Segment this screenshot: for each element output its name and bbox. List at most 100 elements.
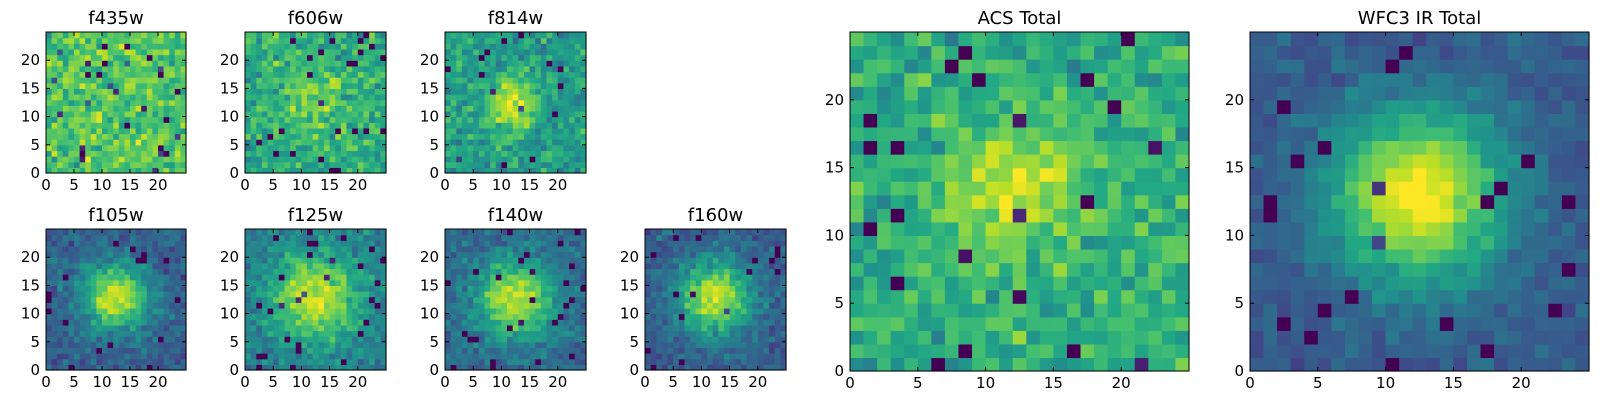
heatmap-cell: [569, 257, 576, 264]
heatmap-cell: [250, 296, 257, 303]
heatmap-cell: [329, 32, 336, 39]
heatmap-cell: [118, 161, 125, 168]
heatmap-cell: [113, 161, 120, 168]
heatmap-cell: [707, 268, 714, 275]
heatmap-cell: [890, 221, 905, 236]
heatmap-cell: [329, 82, 336, 89]
heatmap-cell: [552, 347, 559, 354]
heatmap-cell: [701, 251, 708, 258]
heatmap-cell: [1148, 289, 1163, 304]
heatmap-cell: [96, 313, 103, 320]
heatmap-cell: [250, 364, 257, 371]
heatmap-cell: [267, 167, 274, 174]
heatmap-cell: [1053, 262, 1068, 277]
heatmap-cell: [146, 37, 153, 44]
heatmap-cell: [290, 336, 297, 343]
heatmap-cell: [695, 279, 702, 286]
heatmap-cell: [557, 77, 565, 84]
heatmap-cell: [169, 88, 176, 95]
heatmap-cell: [51, 71, 58, 78]
heatmap-cell: [757, 313, 765, 320]
heatmap-cell: [757, 364, 765, 371]
heatmap-cell: [763, 234, 770, 241]
heatmap-cell: [250, 37, 257, 44]
heatmap-cell: [118, 234, 125, 241]
heatmap-cell: [450, 110, 457, 118]
heatmap-cell: [478, 274, 486, 281]
heatmap-cell: [146, 268, 153, 275]
heatmap-cell: [650, 229, 657, 236]
heatmap-cell: [718, 330, 725, 337]
heatmap-cell: [569, 122, 576, 129]
heatmap-cell: [1039, 208, 1054, 223]
heatmap-cell: [690, 347, 697, 354]
heatmap-cell: [261, 336, 269, 343]
heatmap-cell: [712, 364, 719, 371]
heatmap-cell: [507, 54, 514, 61]
heatmap-cell: [518, 99, 525, 106]
heatmap-cell: [863, 276, 878, 291]
heatmap-cell: [752, 336, 759, 343]
heatmap-cell: [163, 105, 170, 112]
heatmap-cell: [163, 307, 170, 315]
heatmap-cell: [667, 296, 674, 303]
heatmap-cell: [278, 105, 286, 112]
heatmap-cell: [569, 110, 576, 118]
heatmap-cell: [340, 229, 348, 236]
heatmap-cell: [574, 54, 581, 61]
heatmap-cell: [273, 302, 280, 309]
heatmap-cell: [135, 240, 142, 247]
heatmap-cell: [102, 251, 109, 258]
heatmap-cell: [1066, 181, 1082, 196]
heatmap-cell: [307, 245, 314, 253]
heatmap-cell: [673, 330, 680, 337]
heatmap-cell: [57, 313, 64, 320]
heatmap-cell: [763, 240, 770, 247]
heatmap-cell: [301, 341, 308, 349]
heatmap-cell: [667, 358, 674, 365]
heatmap-cell: [718, 291, 725, 298]
y-tick-label: 5: [229, 333, 239, 351]
heatmap-cell: [667, 341, 674, 349]
heatmap-cell: [346, 110, 353, 118]
heatmap-cell: [57, 324, 64, 332]
heatmap-cell: [467, 110, 474, 118]
heatmap-cell: [340, 127, 348, 135]
heatmap-cell: [456, 71, 463, 78]
heatmap-cell: [495, 32, 502, 39]
heatmap-cell: [141, 307, 148, 315]
heatmap-cell: [523, 60, 531, 67]
heatmap-cell: [746, 274, 753, 281]
heatmap-cell: [540, 82, 548, 89]
heatmap-cell: [295, 251, 302, 258]
heatmap-cell: [507, 150, 514, 157]
heatmap-cell: [1107, 167, 1122, 182]
heatmap-cell: [335, 77, 342, 84]
heatmap-cell: [523, 54, 531, 61]
heatmap-cell: [374, 144, 381, 152]
heatmap-cell: [267, 330, 274, 337]
heatmap-cell: [68, 139, 75, 146]
panel-title: f814w: [488, 8, 543, 29]
heatmap-cell: [96, 347, 103, 354]
heatmap-cell: [569, 279, 576, 286]
heatmap-cell: [62, 324, 69, 332]
heatmap-cell: [51, 37, 58, 44]
heatmap-cell: [363, 279, 370, 286]
heatmap-cell: [79, 268, 86, 275]
heatmap-cell: [723, 358, 731, 365]
heatmap-cell: [90, 262, 97, 270]
heatmap-cell: [352, 307, 359, 315]
heatmap-cell: [96, 291, 103, 298]
heatmap-cell: [490, 240, 497, 247]
heatmap-cell: [374, 229, 381, 236]
heatmap-cell: [512, 65, 519, 73]
heatmap-cell: [290, 122, 297, 129]
heatmap-cell: [250, 336, 257, 343]
heatmap-cell: [250, 274, 257, 281]
heatmap-cell: [712, 353, 719, 360]
axes-frame: [45, 228, 187, 371]
heatmap-cell: [484, 77, 491, 84]
